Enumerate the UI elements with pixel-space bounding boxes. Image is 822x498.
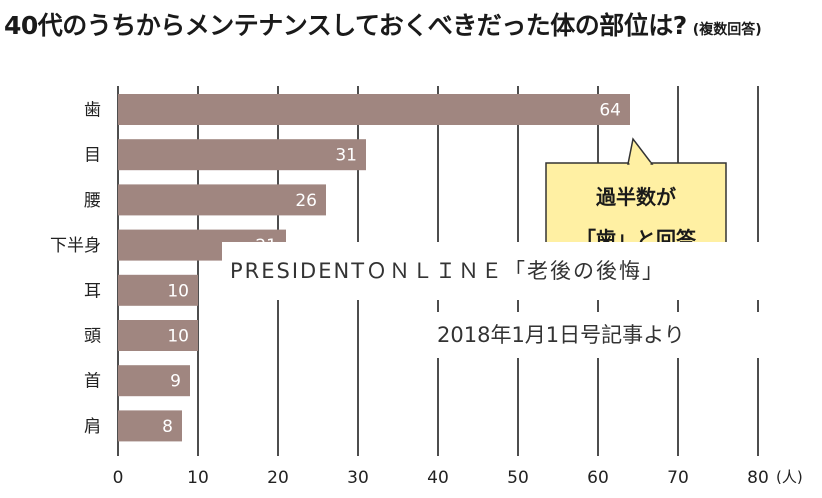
category-label: 首: [84, 372, 101, 392]
category-label: 肩: [84, 417, 101, 437]
chart-subtitle: (複数回答): [692, 22, 762, 38]
source-overlay-line2: 2018年1月1日号記事より: [424, 312, 790, 358]
bar-2: [118, 139, 366, 171]
source-overlay-line1: PRESIDENTＯＮＬＩＮＥ「老後の後悔」: [222, 242, 790, 300]
x-tick-label: 30: [347, 468, 369, 488]
chart-title: 40代のうちからメンテナンスしておくべきだった体の部位は? (複数回答): [4, 6, 818, 42]
value-label: 64: [599, 101, 621, 121]
callout-pointer: [627, 137, 654, 165]
category-label: 下半身: [50, 236, 101, 256]
category-label: 目: [84, 146, 101, 166]
bar-3: [118, 184, 326, 216]
bar-6: [118, 320, 198, 351]
category-label: 耳: [84, 281, 101, 301]
category-label: 腰: [84, 191, 101, 211]
value-label: 8: [162, 417, 173, 437]
x-tick-label: 80: [747, 468, 769, 488]
bar-5: [118, 274, 198, 306]
x-tick-label: 20: [267, 468, 289, 488]
value-label: 31: [335, 146, 357, 166]
callout-text-line1: 過半数が: [596, 185, 676, 209]
value-label: 10: [167, 281, 189, 301]
value-label: 10: [167, 327, 189, 347]
x-tick-label: 40: [427, 468, 449, 488]
x-tick-label: 0: [113, 468, 124, 488]
x-axis-unit: (人): [776, 468, 803, 486]
x-tick-label: 10: [187, 468, 209, 488]
bar-7: [118, 365, 190, 397]
chart-title-text: 40代のうちからメンテナンスしておくべきだった体の部位は?: [4, 11, 687, 40]
x-tick-label: 50: [507, 468, 529, 488]
bar-1: [118, 94, 630, 125]
value-label: 26: [295, 191, 317, 211]
value-label: 9: [170, 372, 181, 392]
x-tick-label: 70: [667, 468, 689, 488]
category-label: 歯: [84, 101, 101, 121]
bar-8: [118, 410, 182, 442]
category-label: 頭: [84, 327, 101, 347]
x-tick-label: 60: [587, 468, 609, 488]
